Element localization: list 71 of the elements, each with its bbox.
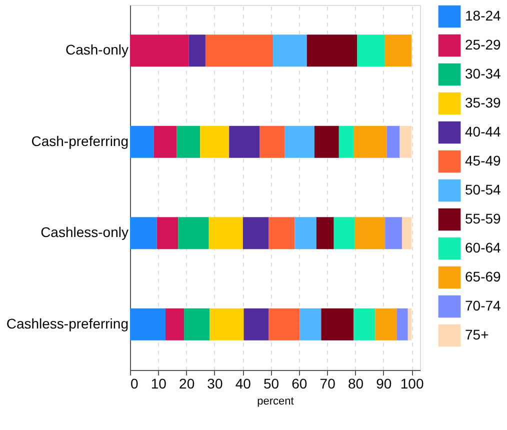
bar	[408, 308, 412, 340]
y-tick-label: Cashless-preferring	[6, 315, 128, 332]
x-tick-label: 100	[400, 376, 424, 392]
x-tick-label: 70	[320, 376, 336, 392]
bar	[178, 217, 209, 250]
bar	[229, 126, 260, 158]
bar	[294, 217, 316, 250]
legend-label: 45-49	[465, 152, 502, 168]
bar	[205, 34, 274, 67]
legend-label: 40-44	[465, 124, 502, 140]
x-tick-label: 80	[348, 376, 364, 392]
bar	[242, 217, 269, 250]
bar	[130, 126, 154, 158]
bar	[268, 308, 300, 340]
bar	[244, 308, 269, 340]
legend-label: 60-64	[465, 240, 502, 256]
legend-label: 75+	[465, 326, 489, 342]
x-tick-label: 50	[263, 376, 280, 392]
y-tick-label: Cash-preferring	[31, 132, 128, 149]
x-tick-label: 90	[376, 376, 392, 392]
legend-label: 55-59	[465, 210, 502, 226]
bar	[386, 126, 400, 158]
bar	[284, 126, 314, 158]
bar	[176, 126, 200, 158]
bar	[184, 308, 210, 340]
bar	[200, 126, 230, 158]
bar	[321, 308, 354, 340]
bar	[154, 126, 177, 158]
bar	[396, 308, 408, 340]
bar	[334, 217, 355, 250]
legend-label: 18-24	[465, 8, 502, 24]
bar	[156, 217, 178, 250]
x-tick-label: 40	[235, 376, 252, 392]
y-tick-label: Cashless-only	[40, 224, 128, 240]
bar	[357, 34, 385, 67]
y-tick-label: Cash-only	[65, 42, 128, 58]
legend-label: 25-29	[465, 36, 502, 52]
bar	[314, 126, 339, 158]
bar	[375, 308, 397, 340]
bar	[188, 34, 206, 67]
bar	[260, 126, 285, 158]
bar	[208, 217, 243, 250]
bar	[354, 217, 386, 250]
bar	[354, 308, 376, 340]
bar	[338, 126, 354, 158]
bar	[354, 126, 387, 158]
bar	[273, 34, 307, 67]
bar	[130, 308, 166, 340]
bar	[400, 126, 412, 158]
x-tick-label: 0	[130, 376, 138, 392]
bar	[300, 308, 322, 340]
legend-label: 50-54	[465, 182, 502, 198]
bar	[402, 217, 412, 250]
x-tick-label: 60	[292, 376, 308, 392]
x-axis-title: percent	[257, 396, 294, 408]
bar	[385, 217, 402, 250]
bar	[130, 217, 157, 250]
bar	[130, 34, 189, 67]
legend-label: 30-34	[465, 66, 502, 82]
legend-label: 35-39	[465, 94, 502, 110]
bar	[306, 34, 358, 67]
x-tick-label: 10	[150, 376, 167, 392]
bar	[268, 217, 295, 250]
bar	[384, 34, 412, 67]
bar	[165, 308, 184, 340]
legend-label: 65-69	[465, 268, 502, 284]
bar	[210, 308, 244, 340]
bar	[316, 217, 334, 250]
x-tick-label: 30	[207, 376, 223, 392]
x-tick-label: 20	[179, 376, 195, 392]
legend-label: 70-74	[465, 298, 502, 314]
